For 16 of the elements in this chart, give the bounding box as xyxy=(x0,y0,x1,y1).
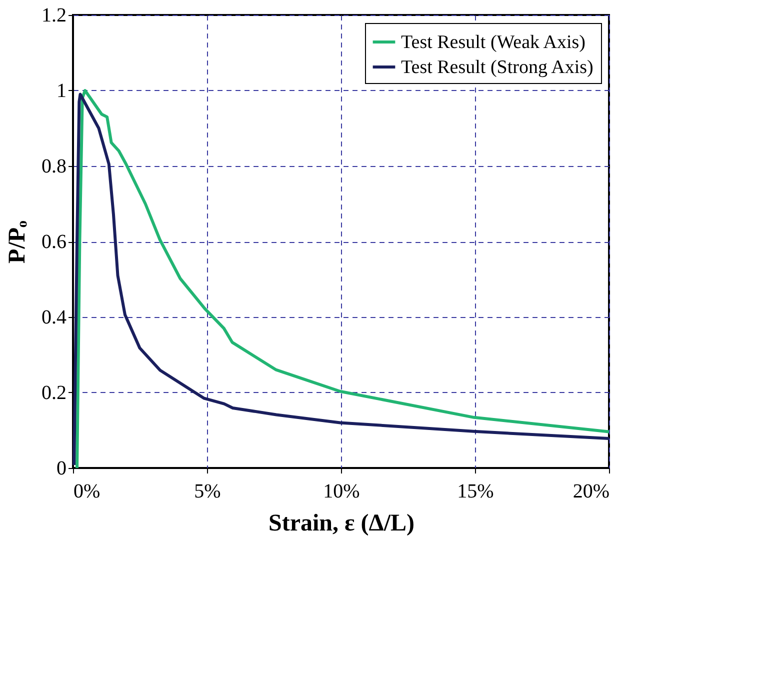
legend-label: Test Result (Weak Axis) xyxy=(401,32,586,53)
x-tick-label: 0% xyxy=(74,480,100,502)
legend-label: Test Result (Strong Axis) xyxy=(401,57,594,78)
y-tick-label: 0 xyxy=(56,458,66,480)
y-tick-label: 0.6 xyxy=(42,231,66,253)
y-tick-label: 0.4 xyxy=(42,306,66,328)
x-tick-label: 10% xyxy=(323,480,360,502)
y-tick-label: 1 xyxy=(56,80,66,102)
y-tick-label: 0.8 xyxy=(42,156,66,178)
x-axis-title: Strain, ε (Δ/L) xyxy=(268,510,414,536)
x-tick-label: 5% xyxy=(194,480,221,502)
y-tick-label: 0.2 xyxy=(42,382,66,404)
y-axis-title: P/Pₒ xyxy=(4,220,30,264)
x-tick-label: 15% xyxy=(457,480,494,502)
y-tick-label: 1.2 xyxy=(42,4,66,26)
x-tick-label: 20% xyxy=(572,480,610,502)
